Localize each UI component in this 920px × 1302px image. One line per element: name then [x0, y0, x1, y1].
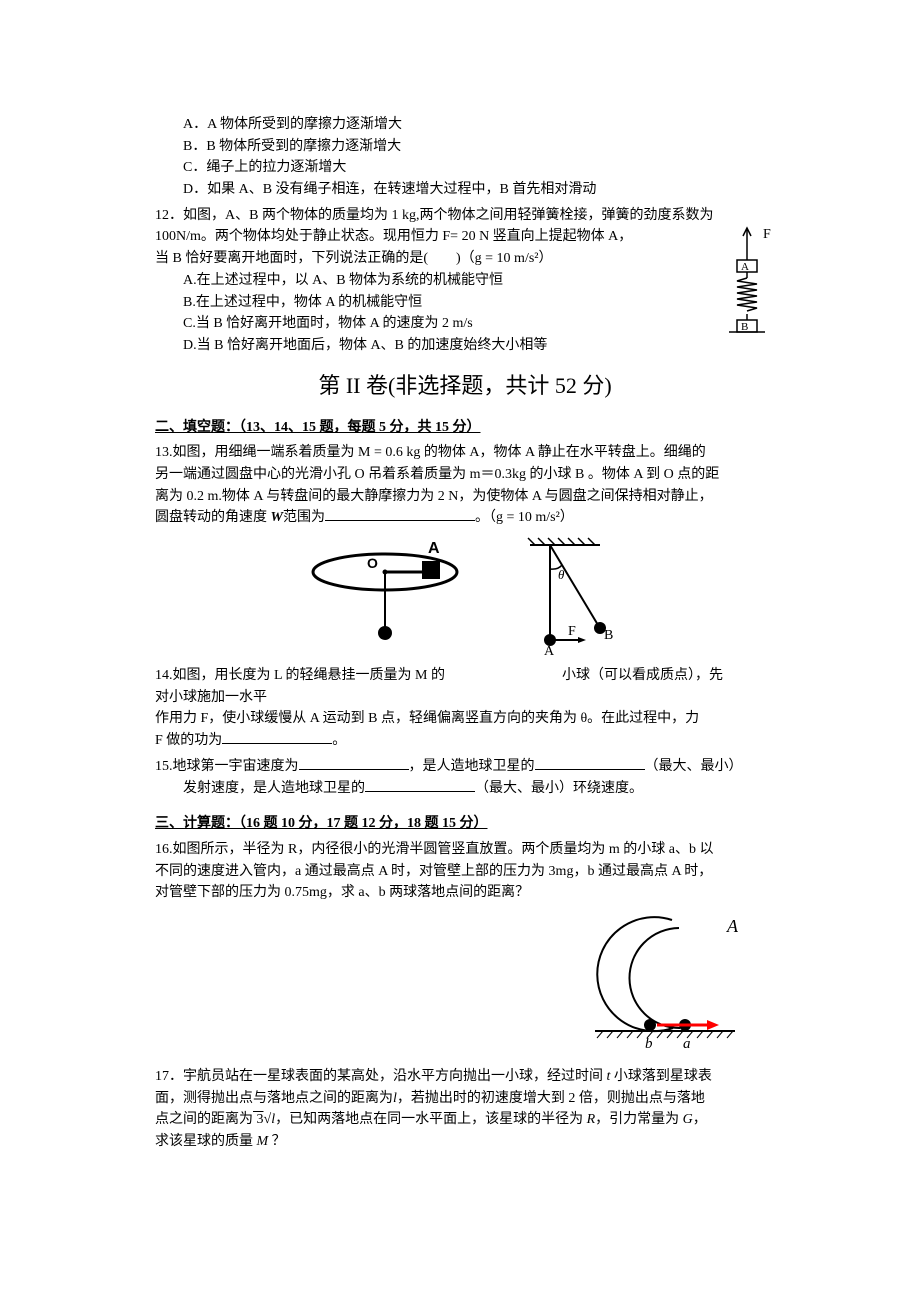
q11-optC: C．绳子上的拉力逐渐增大 [155, 157, 775, 179]
q13-line4-post: 范围为 [283, 510, 325, 525]
q16: 16.如图所示，半径为 R，内径很小的光滑半圆管竖直放置。两个质量均为 m 的小… [155, 839, 775, 904]
pendulum-F: F [568, 624, 576, 639]
q17-l2b: ，若抛出时的初速度增大到 2 倍，则抛出点与落地 [397, 1091, 705, 1106]
spring-label-F: F [763, 227, 771, 242]
q12-optD: D.当 B 恰好离开地面后，物体 A、B 的加速度始终大小相等 [155, 335, 775, 357]
q17-R: R [587, 1112, 596, 1127]
q17-l3a: 点之间的距离为 [155, 1112, 253, 1127]
q17-l3b: ，已知两落地点在同一水平面上，该星球的半径为 [275, 1112, 587, 1127]
q13-line4-tail: 。（g = 10 m/s²） [475, 510, 574, 525]
spring-diagram-svg: F A B [727, 226, 775, 348]
q13-line1: 13.如图，用细绳一端系着质量为 M = 0.6 kg 的物体 A，物体 A 静… [155, 442, 775, 464]
q14-line1-post: 小球（可以看成质点），先 [562, 668, 723, 683]
q15-line2: 发射速度，是人造地球卫星的 （最大、最小）环绕速度。 [155, 778, 775, 800]
q12-stem3: 当 B 恰好要离开地面时，下列说法正确的是( )（g = 10 m/s²） [155, 248, 775, 270]
q14-line4-tail: 。 [332, 733, 346, 748]
q17-G: G [683, 1112, 693, 1127]
q13-line4-pre: 圆盘转动的角速度 [155, 510, 271, 525]
q15-l1-pre: 15.地球第一宇宙速度为 [155, 759, 299, 774]
q17-line1: 17．宇航员站在一星球表面的某高处，沿水平方向抛出一小球，经过时间 t 小球落到… [155, 1066, 775, 1088]
q12-figure: F A B [727, 226, 775, 348]
q12-stem1: 12．如图，A、B 两个物体的质量均为 1 kg,两个物体之间用轻弹簧栓接，弹簧… [155, 205, 775, 227]
calc-heading: 三、计算题：（16 题 10 分，17 题 12 分，18 题 15 分） [155, 813, 775, 835]
spring-label-B: B [741, 321, 748, 333]
q17-l1b: 小球落到星球表 [610, 1069, 712, 1084]
q15: 15.地球第一宇宙速度为 ，是人造地球卫星的 （最大、最小） 发射速度，是人造地球卫… [155, 756, 775, 799]
disc-diagram-svg: A O [300, 537, 470, 647]
tube-label-A: A [726, 916, 739, 936]
q17-l1a: 17．宇航员站在一星球表面的某高处，沿水平方向抛出一小球，经过时间 [155, 1069, 607, 1084]
disc-label-O: O [367, 555, 378, 571]
disc-label-A: A [428, 540, 440, 557]
q12-optB: B.在上述过程中，物体 A 的机械能守恒 [155, 292, 775, 314]
q17-M: M [257, 1134, 269, 1149]
q17-l4a: 求该星球的质量 [155, 1134, 257, 1149]
q14-line2: 对小球施加一水平 [155, 687, 775, 709]
q16-line2: 不同的速度进入管内，a 通过最高点 A 时，对管壁上部的压力为 3mg，b 通过… [155, 861, 775, 883]
spring-label-A: A [741, 261, 749, 273]
q13-line4: 圆盘转动的角速度 W范围为 。（g = 10 m/s²） [155, 507, 775, 529]
q17-l3d: ， [693, 1112, 707, 1127]
q14: 14.如图，用长度为 L 的轻绳悬挂一质量为 M 的 小球（可以看成质点），先 … [155, 665, 775, 752]
q17-l4b: ？ [268, 1134, 286, 1149]
q15-l1-tail: （最大、最小） [645, 759, 743, 774]
q13-blank [325, 507, 475, 521]
section2-title: 第 II 卷(非选择题，共计 52 分) [155, 369, 775, 403]
q13-omega: W [271, 510, 283, 525]
q11-optD: D．如果 A、B 没有绳子相连，在转速增大过程中，B 首先相对滑动 [155, 179, 775, 201]
q17-l3c: ，引力常量为 [595, 1112, 683, 1127]
q12-stem2: 100N/m。两个物体均处于静止状态。现用恒力 F= 20 N 竖直向上提起物体… [155, 226, 775, 248]
q13: 13.如图，用细绳一端系着质量为 M = 0.6 kg 的物体 A，物体 A 静… [155, 442, 775, 529]
q14-line1: 14.如图，用长度为 L 的轻绳悬挂一质量为 M 的 小球（可以看成质点），先 [155, 665, 775, 687]
pendulum-theta: θ [558, 567, 565, 582]
q11-optA: A．A 物体所受到的摩擦力逐渐增大 [155, 114, 775, 136]
q14-blank [222, 730, 332, 744]
q11-options: A．A 物体所受到的摩擦力逐渐增大 B．B 物体所受到的摩擦力逐渐增大 C．绳子… [155, 114, 775, 201]
q15-blank2 [535, 756, 645, 770]
q16-figure: A a b [155, 910, 775, 1050]
pendulum-diagram-svg: θ F A B [520, 537, 630, 657]
q14-line3: 作用力 F，使小球缓慢从 A 运动到 B 点，轻绳偏离竖直方向的夹角为 θ。在此… [155, 708, 775, 730]
q17-sqrt3: 3 [253, 1112, 264, 1127]
q16-line1: 16.如图所示，半径为 R，内径很小的光滑半圆管竖直放置。两个质量均为 m 的小… [155, 839, 775, 861]
q14-line4-pre: F 做的功为 [155, 733, 222, 748]
q12-optA: A.在上述过程中，以 A、B 物体为系统的机械能守恒 [155, 270, 775, 292]
q17-l2a: 面，测得抛出点与落地点之间的距离为 [155, 1091, 393, 1106]
q11-optB: B．B 物体所受到的摩擦力逐渐增大 [155, 136, 775, 158]
q17-line3: 点之间的距离为 3√l，已知两落地点在同一水平面上，该星球的半径为 R，引力常量… [155, 1109, 775, 1131]
q15-l2-pre: 发射速度，是人造地球卫星的 [183, 781, 365, 796]
q12-optC: C.当 B 恰好离开地面时，物体 A 的速度为 2 m/s [155, 313, 775, 335]
q16-line3: 对管壁下部的压力为 0.75mg，求 a、b 两球落地点间的距离？ [155, 882, 775, 904]
tube-label-b: b [645, 1036, 653, 1050]
q17-line2: 面，测得抛出点与落地点之间的距离为l，若抛出时的初速度增大到 2 倍，则抛出点与… [155, 1088, 775, 1110]
q17-line4: 求该星球的质量 M ？ [155, 1131, 775, 1153]
pendulum-B: B [604, 628, 613, 643]
q12: 12．如图，A、B 两个物体的质量均为 1 kg,两个物体之间用轻弹簧栓接，弹簧… [155, 205, 775, 357]
q14-line1-pre: 14.如图，用长度为 L 的轻绳悬挂一质量为 M 的 [155, 668, 445, 683]
q15-l1-mid: ，是人造地球卫星的 [409, 759, 535, 774]
q13-line3: 离为 0.2 m.物体 A 与转盘间的最大静摩擦力为 2 N，为使物体 A 与圆… [155, 486, 775, 508]
q15-blank1 [299, 756, 409, 770]
q13-q14-figures: A O θ F A B [155, 537, 775, 657]
pendulum-A: A [544, 644, 555, 657]
tube-diagram-svg: A a b [595, 910, 775, 1050]
q14-line4: F 做的功为 。 [155, 730, 775, 752]
tube-label-a: a [683, 1036, 691, 1050]
q13-line2: 另一端通过圆盘中心的光滑小孔 O 吊着系着质量为 m＝0.3kg 的小球 B 。… [155, 464, 775, 486]
q15-l2-tail: （最大、最小）环绕速度。 [475, 781, 643, 796]
q15-blank3 [365, 778, 475, 792]
q17: 17．宇航员站在一星球表面的某高处，沿水平方向抛出一小球，经过时间 t 小球落到… [155, 1066, 775, 1153]
q15-line1: 15.地球第一宇宙速度为 ，是人造地球卫星的 （最大、最小） [155, 756, 775, 778]
fill-heading: 二、填空题：（13、14、15 题，每题 5 分，共 15 分） [155, 417, 775, 439]
